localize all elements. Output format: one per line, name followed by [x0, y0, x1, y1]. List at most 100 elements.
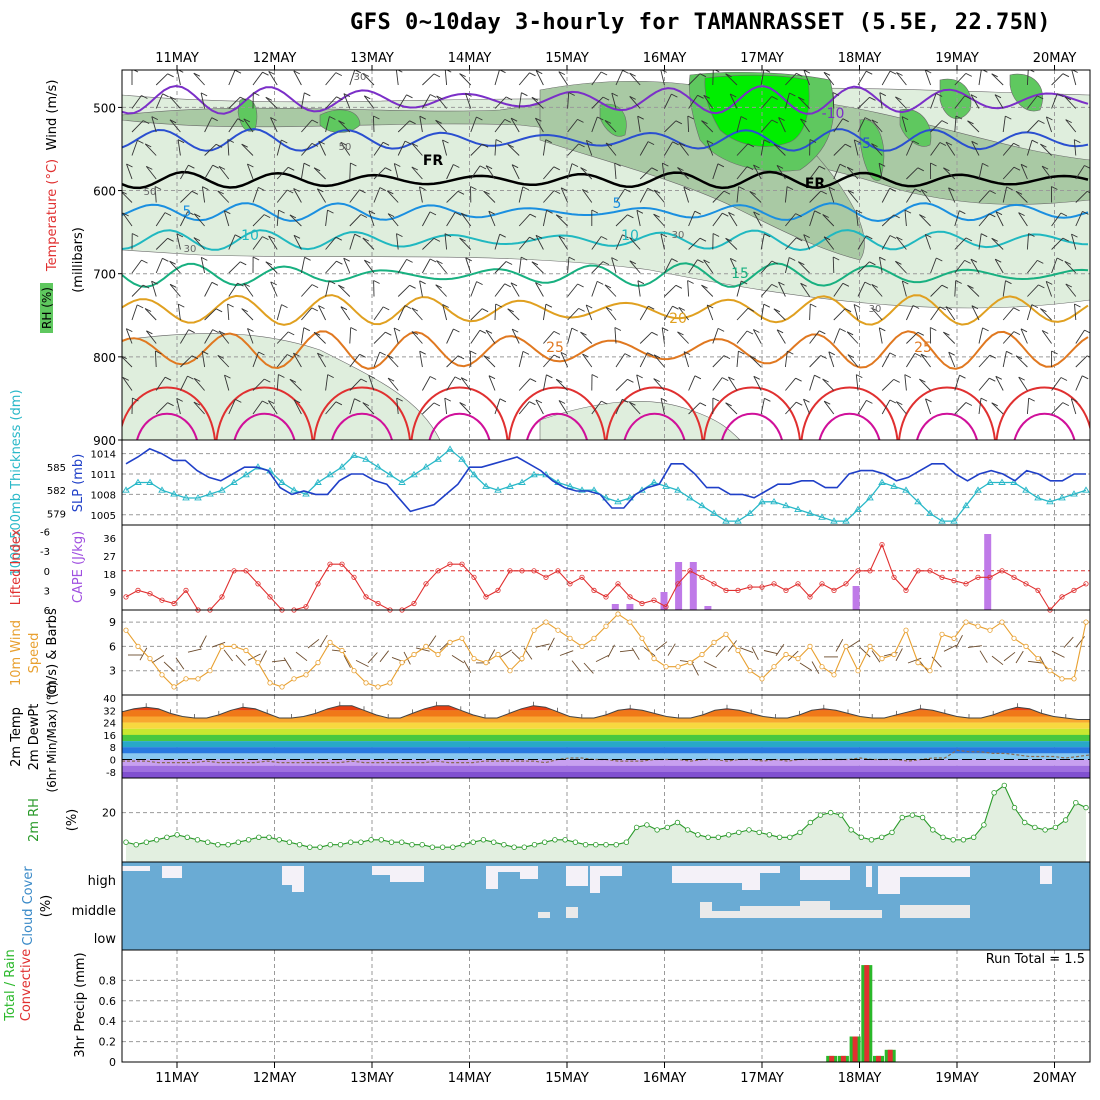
wind-barb [386, 354, 399, 368]
wind-barb [678, 307, 689, 321]
wind-barb-flag [268, 235, 275, 240]
wind-barb-flag [433, 73, 441, 78]
wind-barb [954, 73, 967, 86]
wind-barb-flag [224, 374, 231, 379]
wind-barb-flag [721, 377, 729, 382]
wind-barb [325, 280, 330, 297]
wind-barb [585, 140, 593, 156]
wind-barb [703, 259, 714, 274]
wind-barb-flag [411, 331, 419, 335]
wind-barb-flag [511, 328, 519, 333]
wind10m-barb [835, 638, 844, 652]
cape-bar [611, 604, 619, 610]
wind10m-barb [1075, 636, 1085, 648]
wind-barb-flag [201, 350, 209, 355]
wind-barb-flag [869, 96, 876, 101]
wind-barb [881, 188, 891, 203]
wind-barb [749, 355, 762, 368]
cape-tick-label: 18 [103, 570, 116, 581]
date-top-label: 13MAY [350, 51, 394, 66]
wind-barb-flag [771, 283, 778, 288]
isotherm-hotter [721, 412, 783, 440]
wind-barb [661, 327, 665, 344]
wind-barb [193, 237, 205, 250]
cape-bar [852, 586, 860, 610]
wind-barb [753, 376, 762, 391]
wind-barb-flag [740, 280, 748, 285]
wind-barb [809, 355, 822, 368]
isotherm-temp_20 [122, 294, 1089, 326]
rh-point [552, 837, 558, 843]
wind-barb-flag [800, 282, 807, 287]
thickness-point [446, 445, 454, 452]
wind-barb-flag [444, 233, 452, 238]
wind-barb [146, 330, 157, 344]
wind-barb-flag [373, 115, 380, 120]
wind-barb-flag [771, 260, 779, 265]
ylabel-2m-dewpt: 2m DewPt [27, 704, 42, 771]
wind10m-point [783, 651, 789, 658]
wind-barb-flag [637, 280, 645, 285]
wind-barb [629, 72, 641, 86]
date-top-label: 11MAY [155, 51, 199, 66]
wind-barb-flag [991, 402, 998, 407]
wind-barb-flag [1051, 350, 1058, 355]
ylabel-wind: Wind (m/s) [45, 80, 60, 151]
wind-barb-flag [137, 139, 144, 144]
wind-barb [494, 261, 507, 274]
wind-barb-flag [995, 375, 1003, 380]
wind-barb-flag [429, 94, 437, 98]
wind-barb [567, 257, 570, 274]
li-point [495, 587, 501, 594]
rh-point [531, 842, 538, 848]
wind-barb [349, 354, 360, 368]
wind-barb [784, 257, 790, 274]
wind-barb [688, 402, 701, 415]
thickness-point [170, 490, 178, 497]
wind-barb-flag [889, 70, 897, 75]
wind-barb-flag [476, 116, 483, 121]
thickness-point [506, 482, 514, 489]
wind-barb-flag [382, 306, 390, 311]
wind10m-point [411, 651, 417, 658]
wind-barb [945, 306, 956, 321]
wind-barb-flag [823, 400, 831, 405]
wind-barb-flag [176, 397, 183, 402]
wind-barb-flag [1040, 308, 1047, 313]
rh-point [460, 842, 466, 848]
wind-barb-flag [989, 190, 996, 195]
thickness-tick-label: 582 [47, 486, 66, 497]
thickness-point [698, 501, 706, 509]
rh-point [582, 842, 589, 848]
wind-barb [419, 280, 423, 297]
wind10m-point [1023, 643, 1029, 650]
wind-barb-flag [820, 190, 828, 195]
wind-barb [177, 304, 181, 321]
thickness-point [650, 478, 658, 485]
wind-barb-flag [311, 284, 319, 289]
wind-barb [615, 353, 626, 368]
wind-barb [736, 280, 742, 297]
contour-label: 20 [669, 311, 687, 327]
wind-barb-flag [144, 308, 152, 312]
rh-point [899, 814, 905, 821]
wind-barb [1051, 377, 1062, 391]
pressure-tick-label: 800 [93, 351, 116, 365]
wind-barb [217, 355, 230, 368]
thickness-line [125, 448, 1087, 522]
wind-barb [349, 234, 356, 250]
thickness-point [242, 470, 250, 478]
thickness-point [830, 517, 838, 524]
wind-barb [1051, 212, 1062, 227]
wind-barb [325, 236, 337, 250]
wind-barb-flag [555, 378, 563, 383]
wind10m-point [771, 664, 777, 670]
wind-barb-flag [1074, 139, 1081, 144]
wind-barb [507, 143, 520, 156]
wind-barb-flag [459, 73, 466, 78]
precip-tick-label: 0.2 [99, 1036, 117, 1049]
cloud-mid-block [830, 910, 882, 918]
wind10m-barb [379, 650, 389, 663]
slp-thickness-panel [121, 439, 1091, 526]
wind-barb [664, 305, 673, 321]
